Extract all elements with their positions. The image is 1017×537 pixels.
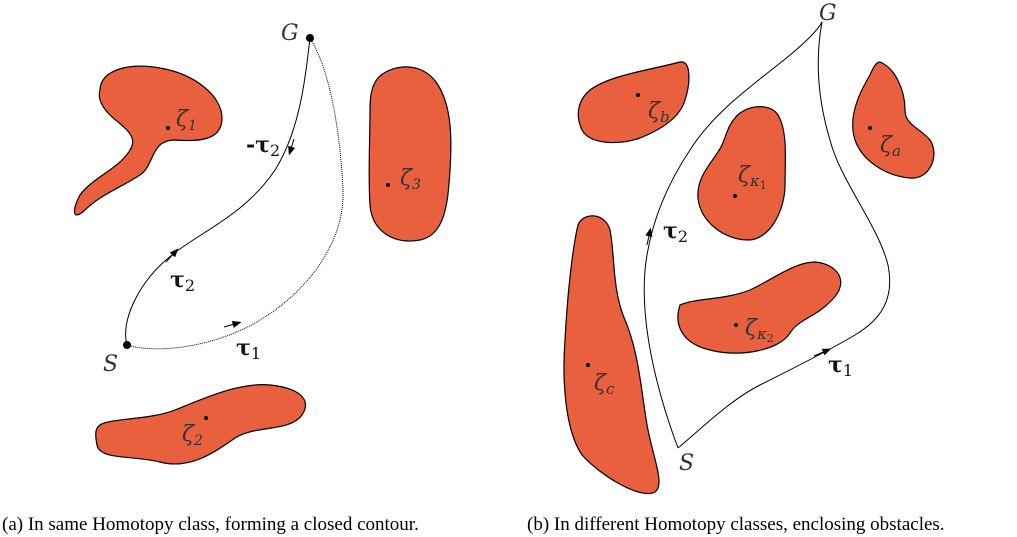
obstacle-zeta-3 [368,66,452,242]
arrowhead-tau-1 [223,321,242,328]
goal-point-a [306,34,314,42]
centroid-zeta-a [868,126,872,130]
label-tau-2-a: τ2 [170,267,195,295]
label-start-b: S [679,451,694,476]
label-zeta-b: ζb [648,99,670,126]
arrowhead-tau-1-b [813,348,832,357]
obstacle-zeta-k2 [677,261,842,354]
label-goal-a: G [281,21,299,46]
path-tau-2-b [643,21,823,449]
label-zeta-c: ζc [594,371,615,398]
caption-b: (b) In different Homotopy classes, enclo… [527,514,945,535]
centroid-zeta-1 [166,126,170,130]
label-neg-tau-2: -τ2 [246,132,280,160]
caption-a: (a) In same Homotopy class, forming a cl… [2,514,419,535]
panel-b: S G ζb ζκ1 ζa ζc ζκ2 τ2 τ1 (b) In differ… [527,1,945,535]
arrowhead-neg-tau-2 [288,138,296,156]
label-tau-1-b: τ1 [828,352,853,380]
centroid-zeta-3 [386,183,390,187]
label-zeta-k1: ζκ1 [738,163,767,192]
arrowhead-tau-2-b [645,227,653,246]
obstacle-zeta-1 [74,65,223,216]
path-tau-1 [126,37,344,350]
obstacle-zeta-c [563,215,660,495]
start-point-a [123,341,131,349]
obstacle-zeta-k1 [697,106,787,241]
label-zeta-1: ζ1 [176,107,197,134]
centroid-zeta-k1 [733,194,737,198]
centroid-zeta-2 [204,416,208,420]
obstacle-zeta-b [577,61,690,144]
centroid-zeta-k2 [734,323,738,327]
label-zeta-3: ζ3 [400,166,421,193]
label-tau-1-a: τ1 [236,335,261,363]
obstacle-zeta-a [852,61,935,179]
label-tau-2-b: τ2 [663,218,688,246]
label-zeta-a: ζa [880,133,901,160]
centroid-zeta-c [586,363,590,367]
label-zeta-2: ζ2 [182,422,203,449]
panel-a: S G ζ1 ζ2 ζ3 τ2 τ1 -τ2 (a) In same Homot… [2,21,452,535]
centroid-zeta-b [636,93,640,97]
path-tau-1-b [677,21,891,449]
obstacle-zeta-2 [95,384,307,465]
label-goal-b: G [819,1,837,26]
arrowhead-tau-2 [165,248,179,263]
label-start-a: S [103,352,118,377]
path-tau-2 [125,37,311,346]
label-zeta-k2: ζκ2 [745,316,774,345]
